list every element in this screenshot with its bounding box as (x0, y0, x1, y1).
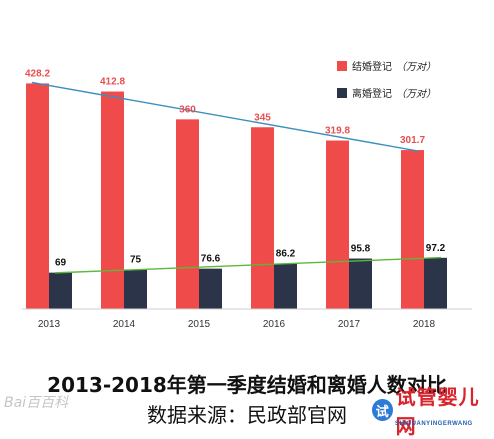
divorce-bar-2017 (349, 258, 372, 309)
marriage-bar-2016 (251, 127, 274, 309)
marriage-divorce-bar-chart: 428.2 69 412.8 75 360 76.6 345 86.2 319.8 95.8 301… (22, 60, 472, 330)
bars-group (26, 83, 447, 310)
chart-title: 2013-2018年第一季度结婚和离婚人数对比 (47, 373, 447, 397)
x-tick-label-2013: 2013 (38, 319, 61, 330)
legend-swatch-0 (337, 61, 347, 71)
divorce-value-label-2015: 76.6 (201, 254, 221, 265)
site-watermark: 试 试管婴儿网 (372, 385, 494, 438)
marriage-bar-2014 (101, 91, 124, 309)
x-tick-labels: 2013 2014 2015 2016 2017 2018 (38, 319, 436, 330)
marriage-value-label-2014: 412.8 (100, 77, 125, 88)
divorce-bar-2014 (124, 269, 147, 309)
divorce-value-label-2016: 86.2 (276, 249, 296, 260)
divorce-bar-2013 (49, 272, 72, 309)
divorce-value-label-2013: 69 (55, 258, 67, 269)
data-source: 数据来源：民政部官网 (147, 403, 347, 427)
marriage-value-label-2015: 360 (179, 104, 196, 115)
marriage-value-label-2016: 345 (254, 112, 271, 123)
divorce-trend-line (54, 256, 442, 274)
legend-swatch-1 (337, 88, 347, 98)
legend-label-1: 离婚登记 (352, 87, 392, 100)
divorce-bar-2015 (199, 268, 222, 309)
divorce-value-label-2014: 75 (130, 254, 142, 265)
x-tick-label-2016: 2016 (263, 319, 286, 330)
site-logo-icon: 试 (372, 399, 393, 421)
marriage-bar-2015 (176, 119, 199, 310)
legend: 结婚登记 （万对） 离婚登记 （万对） (337, 60, 436, 100)
marriage-trend-line (31, 81, 419, 152)
site-subtitle: SHIGUANYINGERWANG (395, 421, 473, 427)
x-tick-label-2018: 2018 (413, 319, 436, 330)
x-tick-label-2015: 2015 (188, 319, 211, 330)
marriage-value-label-2018: 301.7 (400, 135, 425, 146)
legend-unit-1: （万对） (396, 88, 436, 100)
site-name: 试管婴儿网 (395, 385, 480, 438)
divorce-bar-2018 (424, 257, 447, 309)
trend-lines-group (31, 81, 442, 274)
legend-unit-0: （万对） (396, 61, 436, 73)
x-tick-label-2017: 2017 (338, 319, 361, 330)
baidu-watermark: Bai百百科 (4, 395, 69, 411)
marriage-bar-2017 (326, 140, 349, 309)
divorce-value-label-2017: 95.8 (351, 244, 371, 255)
divorce-bar-2016 (274, 263, 297, 309)
data-labels-group: 428.2 69 412.8 75 360 76.6 345 86.2 319.8 95.8 301… (25, 68, 446, 268)
divorce-value-label-2018: 97.2 (426, 243, 446, 254)
legend-label-0: 结婚登记 (352, 60, 392, 73)
marriage-value-label-2017: 319.8 (325, 126, 350, 137)
marriage-value-label-2013: 428.2 (25, 68, 50, 79)
marriage-bar-2018 (401, 150, 424, 309)
x-tick-label-2014: 2014 (113, 319, 136, 330)
marriage-bar-2013 (26, 83, 49, 309)
